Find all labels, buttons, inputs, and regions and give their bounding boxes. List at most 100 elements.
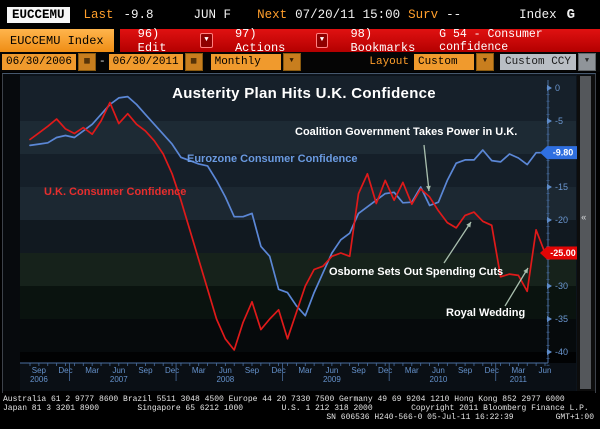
left-gutter <box>3 73 20 391</box>
surv-value: -- <box>446 7 462 22</box>
period-select[interactable]: Monthly <box>210 54 281 70</box>
x-quarter-label: Sep <box>245 366 260 375</box>
period-caret-icon[interactable]: ▼ <box>282 53 301 71</box>
annotation-arrow-line <box>423 144 430 192</box>
scrollbar-handle[interactable] <box>580 76 591 389</box>
background-band <box>20 352 576 363</box>
menu-item-actions[interactable]: 97) Actions <box>234 26 286 55</box>
y-tick-label: -5 <box>555 116 563 126</box>
y-tick-label: 0 <box>555 83 560 93</box>
footer-contacts-line2: Japan 81 3 3201 8900 Singapore 65 6212 1… <box>3 404 589 414</box>
x-quarter-label: Dec <box>272 366 286 375</box>
background-band <box>20 76 576 121</box>
background-band <box>20 154 576 187</box>
x-quarter-label: Dec <box>485 366 499 375</box>
x-year-label: 2006 <box>30 375 48 384</box>
footer-contacts-line1: Australia 61 2 9777 8600 Brazil 5511 304… <box>3 395 565 404</box>
background-band <box>20 319 576 352</box>
x-quarter-label: Dec <box>165 366 179 375</box>
y-tick-arrow-icon <box>547 316 552 322</box>
uk-series-line <box>29 101 546 351</box>
menu-item-edit[interactable]: 96) Edit <box>137 26 167 55</box>
series-label-eurozone: Eurozone Consumer Confidence <box>187 153 358 165</box>
surv-label: Surv <box>408 7 439 22</box>
layout-label: Layout <box>369 56 409 68</box>
consumer-confidence-chart[interactable]: 0 -5 -15 -20 -30 -35 -40 Sep Dec Mar Jun Sep Dec Mar J… <box>0 72 600 394</box>
actions-caret-icon[interactable]: ▼ <box>315 33 329 48</box>
y-tick-label: -35 <box>555 314 568 324</box>
y-tick-arrow-icon <box>547 349 552 355</box>
currency-caret-icon[interactable]: ▼ <box>578 53 596 71</box>
security-tab[interactable]: EUCCEMU Index <box>0 29 114 52</box>
x-quarter-label: Mar <box>192 366 206 375</box>
last-value: -9.8 <box>123 7 154 22</box>
y-tick-arrow-icon <box>547 217 552 223</box>
axis-label-area <box>20 363 576 391</box>
x-quarter-label: Mar <box>298 366 312 375</box>
annotation-arrowhead-icon <box>426 185 431 191</box>
date-range-separator: - <box>99 56 106 68</box>
menu-bar: EUCCEMU Index 96) Edit ▼ 97) Actions ▼ 9… <box>0 26 600 55</box>
footer-serial: SN 606536 H240-566-0 05-Jul-11 16:22:39 <box>326 413 514 423</box>
x-quarter-label: Sep <box>351 366 366 375</box>
x-year-label: 2010 <box>430 375 448 384</box>
annotation-arrowhead-icon <box>466 222 471 228</box>
layout-caret-icon[interactable]: ▼ <box>475 53 494 71</box>
x-quarter-label: Dec <box>378 366 392 375</box>
x-year-label: 2011 <box>510 375 528 384</box>
ticker-field[interactable]: EUCCEMU <box>7 6 70 23</box>
chart-title: Austerity Plan Hits U.K. Confidence <box>172 85 436 102</box>
date-from-field[interactable]: 06/30/2006 <box>2 54 76 70</box>
tag-value-label: -9.80 <box>553 148 574 158</box>
y-tick-arrow-icon <box>547 85 552 91</box>
x-year-label: 2008 <box>216 375 234 384</box>
background-band <box>20 187 576 220</box>
x-quarter-label: Jun <box>539 366 552 375</box>
menu-item-bookmarks[interactable]: 98) Bookmarks <box>350 26 416 55</box>
eurozone-last-value-tag <box>540 146 579 160</box>
series-label-uk: U.K. Consumer Confidence <box>44 186 187 198</box>
y-tick-label: -15 <box>555 182 568 192</box>
x-quarter-label: Jun <box>112 366 125 375</box>
last-label: Last <box>83 7 114 22</box>
date-to-field[interactable]: 06/30/2011 <box>108 54 183 70</box>
annotation-osborne: Osborne Sets Out Spending Cuts <box>329 266 504 278</box>
background-band <box>20 286 576 319</box>
y-tick-label: -40 <box>555 347 568 357</box>
x-quarter-label: Mar <box>405 366 419 375</box>
index-label: Index <box>519 7 557 22</box>
annotation-coalition: Coalition Government Takes Power in U.K. <box>295 126 518 138</box>
chart-toolbar: 06/30/2006 ▦ - 06/30/2011 ▦ Monthly ▼ La… <box>0 52 600 72</box>
x-quarter-label: Sep <box>32 366 47 375</box>
x-quarter-label: Dec <box>58 366 72 375</box>
x-quarter-label: Mar <box>85 366 99 375</box>
eurozone-series-line <box>29 95 546 317</box>
terminal-footer: Australia 61 2 9777 8600 Brazil 5511 304… <box>0 393 600 429</box>
uk-last-value-tag <box>540 246 579 260</box>
currency-select[interactable]: Custom CCY <box>499 54 576 70</box>
x-quarter-label: Sep <box>458 366 473 375</box>
chart-function-tab[interactable]: G 54 - Consumer confidence <box>439 27 543 54</box>
footer-session-line: SN 606536 H240-566-0 05-Jul-11 16:22:39 … <box>3 413 594 422</box>
annotation-arrowhead-icon <box>523 268 528 274</box>
x-year-label: 2007 <box>110 375 128 384</box>
edit-caret-icon[interactable]: ▼ <box>200 33 213 48</box>
tag-value-label: -25.00 <box>550 248 576 258</box>
panel-scrollbar[interactable]: « <box>577 75 595 391</box>
background-band <box>20 121 576 154</box>
x-quarter-label: Jun <box>325 366 338 375</box>
calendar-icon[interactable]: ▦ <box>184 53 203 71</box>
collapse-chevrons-icon[interactable]: « <box>581 213 587 223</box>
footer-timezone: GMT+1:00 <box>555 413 594 423</box>
y-tick-arrow-icon <box>547 283 552 289</box>
y-tick-label: -20 <box>555 215 568 225</box>
next-value: 07/20/11 15:00 <box>295 7 401 22</box>
x-quarter-label: Sep <box>138 366 153 375</box>
x-quarter-label: Jun <box>432 366 445 375</box>
next-label: Next <box>257 7 288 22</box>
layout-select[interactable]: Custom <box>413 54 474 70</box>
calendar-icon[interactable]: ▦ <box>78 53 96 71</box>
y-tick-label: -30 <box>555 281 568 291</box>
y-tick-arrow-icon <box>547 184 552 190</box>
